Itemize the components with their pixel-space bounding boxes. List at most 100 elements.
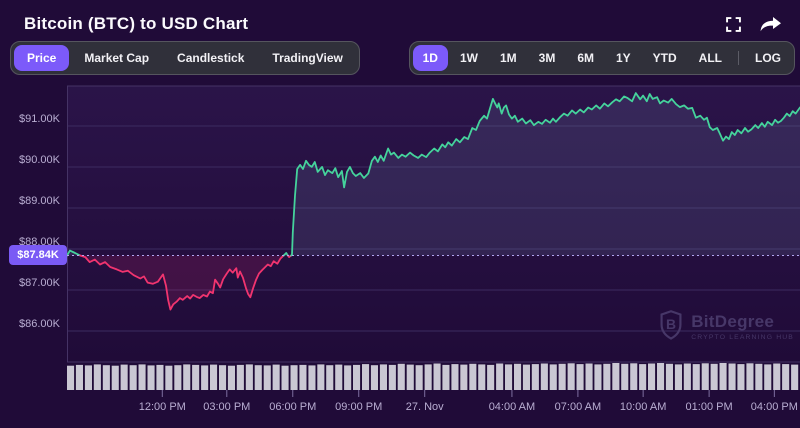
- navigator-volume-bar[interactable]: [576, 364, 584, 390]
- x-axis-label: 27. Nov: [406, 401, 444, 413]
- navigator-volume-bar[interactable]: [531, 364, 539, 390]
- navigator-volume-bar[interactable]: [791, 364, 799, 390]
- fullscreen-icon[interactable]: [726, 16, 741, 32]
- navigator-volume-bar[interactable]: [326, 365, 334, 390]
- navigator-volume-bar[interactable]: [433, 363, 441, 391]
- navigator-volume-bar[interactable]: [344, 365, 352, 390]
- navigator-volume-bar[interactable]: [496, 363, 504, 391]
- navigator-volume-bar[interactable]: [317, 364, 325, 390]
- navigator-volume-bar[interactable]: [129, 365, 137, 390]
- navigator-volume-bar[interactable]: [665, 363, 673, 390]
- navigator-volume-bar[interactable]: [558, 363, 566, 390]
- navigator-volume-bar[interactable]: [612, 363, 620, 390]
- navigator-volume-bar[interactable]: [648, 363, 656, 391]
- navigator-volume-bar[interactable]: [362, 364, 370, 390]
- navigator-volume-bar[interactable]: [478, 364, 486, 390]
- navigator-volume-bar[interactable]: [379, 364, 387, 390]
- navigator-volume-bar[interactable]: [397, 363, 405, 390]
- navigator-volume-bar[interactable]: [657, 363, 665, 390]
- navigator-volume-bar[interactable]: [603, 363, 611, 390]
- navigator-volume-bar[interactable]: [183, 364, 191, 390]
- navigator-volume-bar[interactable]: [549, 364, 557, 390]
- range-3m[interactable]: 3M: [529, 45, 566, 71]
- navigator-volume-bar[interactable]: [111, 365, 119, 390]
- tab-market-cap[interactable]: Market Cap: [71, 45, 162, 71]
- navigator-volume-bar[interactable]: [630, 363, 638, 390]
- navigator-volume-bar[interactable]: [299, 364, 307, 390]
- navigator-volume-bar[interactable]: [388, 364, 396, 390]
- navigator-volume-bar[interactable]: [746, 363, 754, 390]
- navigator-volume-bar[interactable]: [165, 365, 173, 390]
- range-1y[interactable]: 1Y: [606, 45, 641, 71]
- navigator-volume-bar[interactable]: [460, 364, 468, 390]
- price-area-fill: [291, 93, 800, 256]
- navigator-volume-bar[interactable]: [201, 365, 209, 390]
- navigator-volume-bar[interactable]: [782, 364, 790, 390]
- navigator-volume-bar[interactable]: [147, 365, 155, 390]
- tab-tradingview[interactable]: TradingView: [259, 45, 355, 71]
- navigator-volume-bar[interactable]: [540, 363, 548, 391]
- navigator-volume-bar[interactable]: [227, 365, 235, 390]
- navigator-volume-bar[interactable]: [290, 365, 298, 390]
- navigator-volume-bar[interactable]: [701, 363, 709, 390]
- navigator-volume-bar[interactable]: [236, 364, 244, 390]
- navigator-volume-bar[interactable]: [219, 365, 227, 390]
- navigator-volume-bar[interactable]: [263, 365, 271, 390]
- navigator-volume-bar[interactable]: [424, 364, 432, 390]
- navigator-volume-bar[interactable]: [353, 364, 361, 390]
- navigator-volume-bar[interactable]: [210, 364, 218, 390]
- navigator-volume-bar[interactable]: [773, 363, 781, 391]
- navigator-volume-bar[interactable]: [755, 363, 763, 390]
- range-all[interactable]: ALL: [689, 45, 732, 71]
- navigator-volume-bar[interactable]: [138, 364, 146, 390]
- navigator-volume-bar[interactable]: [621, 363, 629, 390]
- navigator-volume-bar[interactable]: [737, 364, 745, 390]
- navigator-volume-bar[interactable]: [415, 365, 423, 390]
- navigator-volume-bar[interactable]: [692, 364, 700, 390]
- navigator-volume-bar[interactable]: [272, 364, 280, 390]
- range-log[interactable]: LOG: [745, 45, 791, 71]
- range-ytd[interactable]: YTD: [643, 45, 687, 71]
- navigator-volume-bar[interactable]: [370, 365, 378, 390]
- navigator-volume-bar[interactable]: [719, 363, 727, 390]
- navigator-volume-bar[interactable]: [522, 364, 530, 390]
- tab-price[interactable]: Price: [14, 45, 70, 71]
- tab-candlestick[interactable]: Candlestick: [164, 45, 257, 71]
- navigator-volume-bar[interactable]: [442, 364, 450, 390]
- navigator-volume-bar[interactable]: [192, 364, 200, 390]
- navigator-volume-bar[interactable]: [451, 364, 459, 390]
- navigator-volume-bar[interactable]: [505, 364, 513, 390]
- navigator-volume-bar[interactable]: [245, 364, 253, 390]
- navigator-volume-bar[interactable]: [683, 363, 691, 391]
- navigator-volume-bar[interactable]: [254, 365, 262, 390]
- share-icon[interactable]: [759, 16, 782, 33]
- navigator-volume-bar[interactable]: [84, 365, 92, 390]
- navigator-volume-bar[interactable]: [514, 363, 522, 390]
- navigator-volume-bar[interactable]: [281, 365, 289, 390]
- navigator-volume-bar[interactable]: [639, 364, 647, 390]
- range-1d[interactable]: 1D: [412, 45, 448, 71]
- navigator-volume-bar[interactable]: [674, 364, 682, 390]
- price-chart[interactable]: $91.00K $90.00K $89.00K $88.00K $87.00K $86.0…: [0, 80, 800, 423]
- navigator-volume-bar[interactable]: [469, 363, 477, 390]
- navigator-volume-bar[interactable]: [75, 364, 83, 390]
- navigator-volume-bar[interactable]: [567, 363, 575, 390]
- navigator-volume-bar[interactable]: [156, 364, 164, 390]
- range-1w[interactable]: 1W: [450, 45, 488, 71]
- navigator-volume-bar[interactable]: [335, 364, 343, 390]
- navigator-volume-bar[interactable]: [308, 365, 316, 390]
- navigator-volume-bar[interactable]: [594, 364, 602, 390]
- navigator-volume-bar[interactable]: [764, 364, 772, 390]
- navigator-volume-bar[interactable]: [93, 364, 101, 390]
- navigator-volume-bar[interactable]: [120, 364, 128, 390]
- range-6m[interactable]: 6M: [567, 45, 604, 71]
- navigator-volume-bar[interactable]: [728, 363, 736, 391]
- navigator-volume-bar[interactable]: [710, 363, 718, 390]
- navigator-volume-bar[interactable]: [487, 364, 495, 390]
- navigator-volume-bar[interactable]: [102, 365, 110, 390]
- navigator-volume-bar[interactable]: [585, 363, 593, 391]
- navigator-volume-bar[interactable]: [406, 364, 414, 390]
- navigator-volume-bar[interactable]: [174, 365, 182, 390]
- range-1m[interactable]: 1M: [490, 45, 527, 71]
- navigator-volume-bar[interactable]: [67, 365, 75, 390]
